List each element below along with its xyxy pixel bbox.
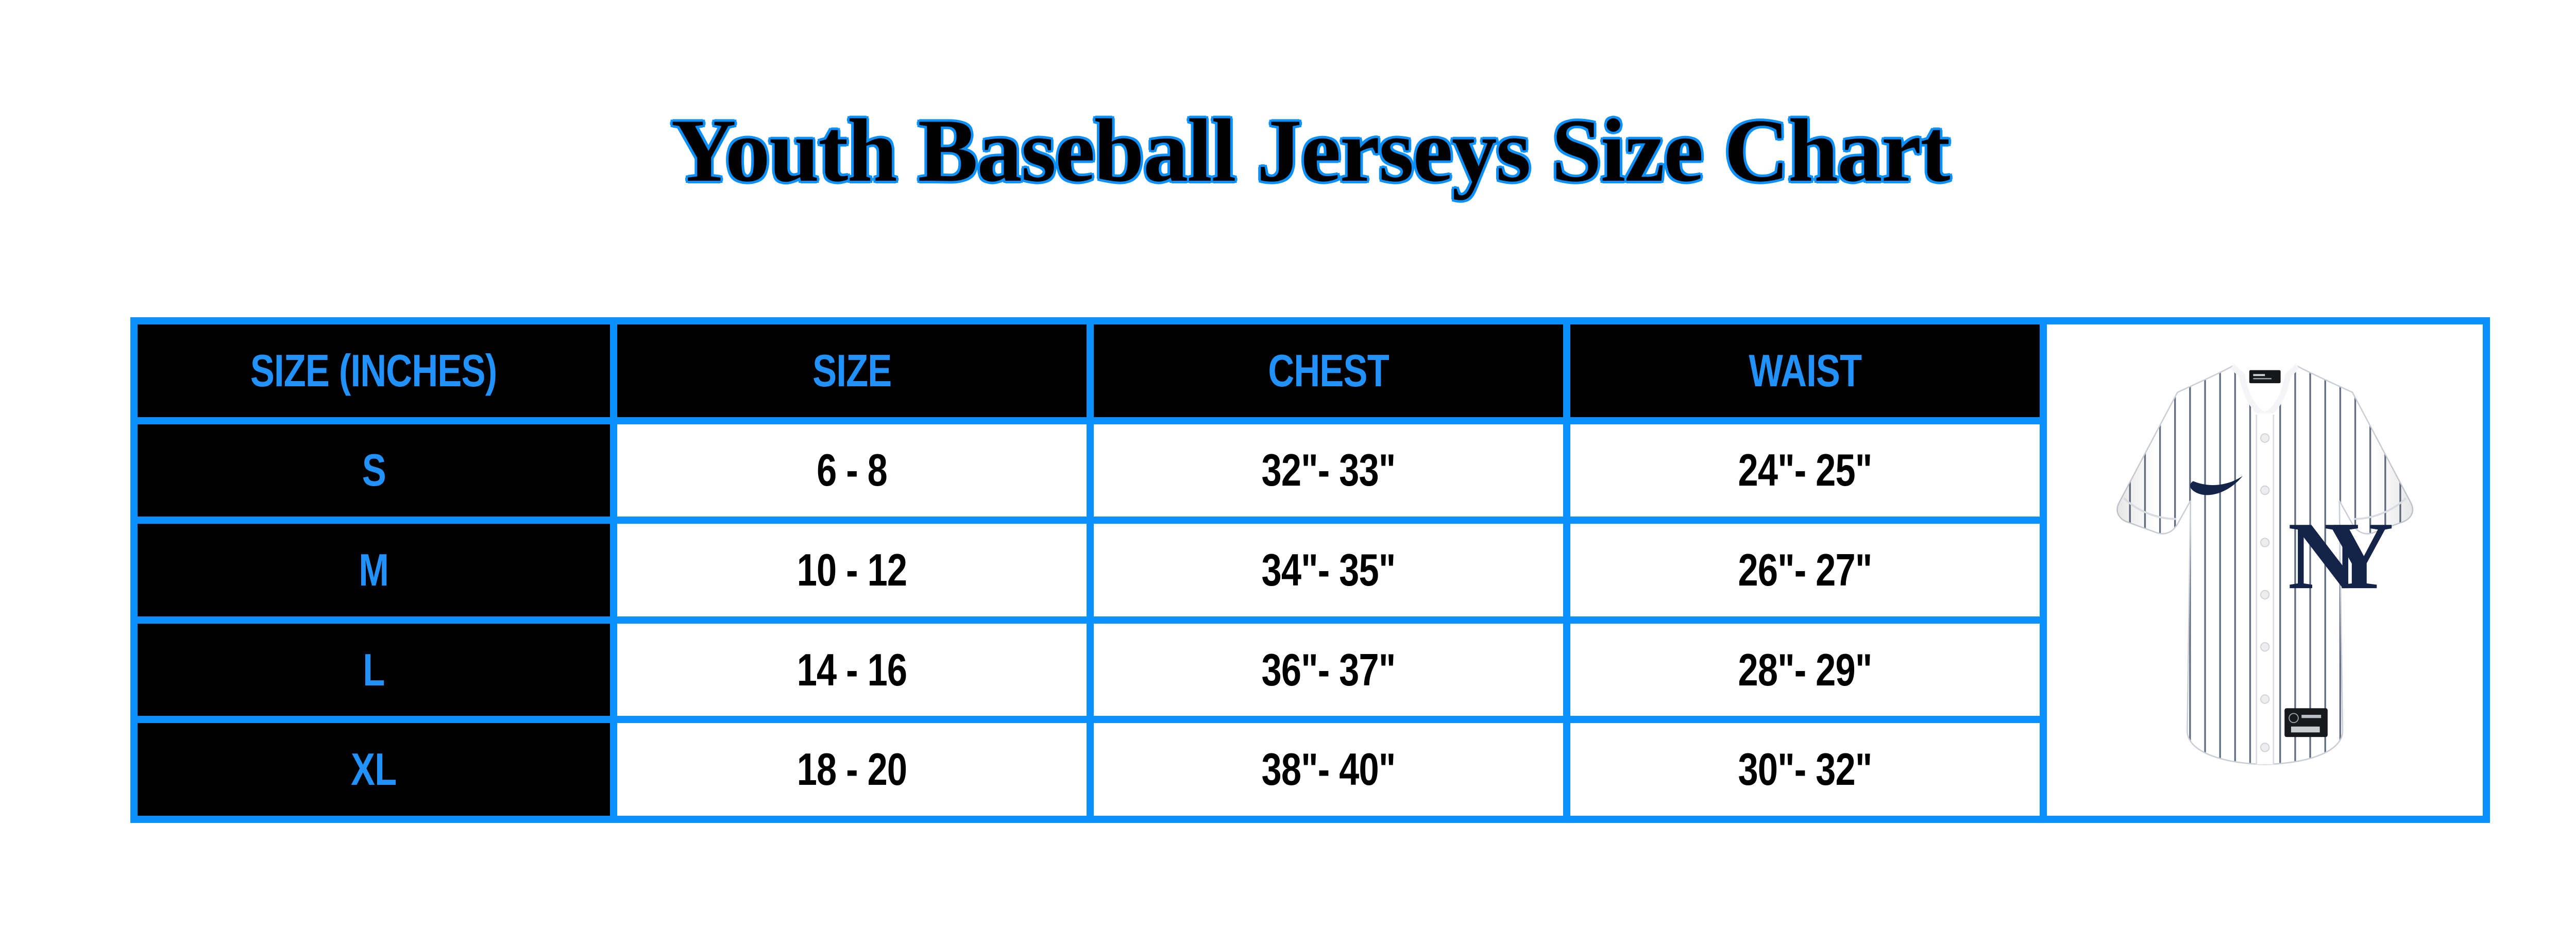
cell-text: 36"- 37" <box>1261 644 1396 695</box>
header-cell-chest: CHEST <box>1094 324 1563 417</box>
size-chart-table: SIZE (INCHES) SIZE CHEST WAIST <box>130 317 2490 823</box>
cell-text: 34"- 35" <box>1261 544 1396 595</box>
button-placket <box>2256 413 2274 765</box>
cell-text: 32"- 33" <box>1261 444 1396 496</box>
cell-text: 30"- 32" <box>1738 744 1873 795</box>
neck-tag <box>2249 370 2281 384</box>
header-label: CHEST <box>1268 345 1389 396</box>
header-cell-size: SIZE <box>617 324 1087 417</box>
nike-swoosh-icon <box>2190 476 2243 495</box>
cell-waist-s: 24"- 25" <box>1570 424 2040 517</box>
cell-waist-xl: 30"- 32" <box>1570 723 2040 816</box>
jersey-cell: NY <box>2047 324 2483 816</box>
cell-text: 10 - 12 <box>796 544 907 595</box>
header-label: WAIST <box>1749 345 1862 396</box>
row-label-l: L <box>138 623 610 716</box>
cell-size-l: 14 - 16 <box>617 623 1087 716</box>
jersey-image: NY <box>2116 364 2426 765</box>
hem-tag <box>2284 708 2328 737</box>
header-cell-size-inches: SIZE (INCHES) <box>138 324 610 417</box>
cell-size-xl: 18 - 20 <box>617 723 1087 816</box>
cell-chest-l: 36"- 37" <box>1094 623 1563 716</box>
cell-chest-xl: 38"- 40" <box>1094 723 1563 816</box>
cell-size-m: 10 - 12 <box>617 524 1087 616</box>
cell-size-s: 6 - 8 <box>617 424 1087 517</box>
cell-text: 18 - 20 <box>796 744 907 795</box>
row-label-text: S <box>362 444 386 496</box>
cell-waist-m: 26"- 27" <box>1570 524 2040 616</box>
row-label-m: M <box>138 524 610 616</box>
page-title: Youth Baseball Jerseys Size Chart <box>671 100 1950 200</box>
cell-text: 38"- 40" <box>1261 744 1396 795</box>
cell-text: 6 - 8 <box>817 444 888 496</box>
row-label-text: XL <box>351 744 397 795</box>
cell-chest-m: 34"- 35" <box>1094 524 1563 616</box>
cell-waist-l: 28"- 29" <box>1570 623 2040 716</box>
cell-text: 14 - 16 <box>796 644 907 695</box>
header-cell-waist: WAIST <box>1570 324 2040 417</box>
row-label-text: L <box>363 644 385 695</box>
row-label-s: S <box>138 424 610 517</box>
row-label-xl: XL <box>138 723 610 816</box>
header-label: SIZE (INCHES) <box>250 345 497 396</box>
cell-text: 26"- 27" <box>1738 544 1873 595</box>
cell-chest-s: 32"- 33" <box>1094 424 1563 517</box>
header-label: SIZE <box>812 345 892 396</box>
cell-text: 24"- 25" <box>1738 444 1873 496</box>
jersey-buttons <box>2260 433 2270 752</box>
cell-text: 28"- 29" <box>1738 644 1873 695</box>
row-label-text: M <box>359 544 389 595</box>
